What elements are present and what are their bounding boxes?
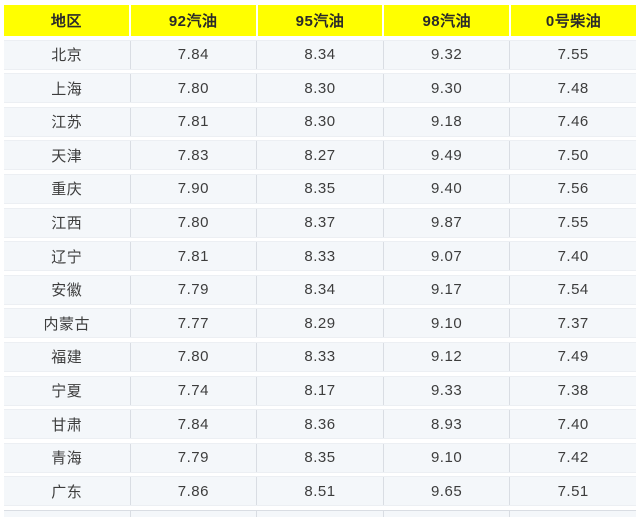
price-cell: 7.81 [131,107,258,136]
price-cell: 7.81 [131,242,258,271]
table-row: 上海 7.80 8.30 9.30 7.48 [4,73,636,104]
price-cell: 9.12 [384,342,511,371]
price-cell: 8.33 [257,242,384,271]
price-cell: 9.17 [384,275,511,304]
price-cell: 9.87 [384,208,511,237]
region-cell: 宁夏 [4,376,131,405]
header-cell-region: 地区 [4,5,131,36]
price-cell: 7.49 [557,348,589,366]
price-cell: 9.07 [384,242,511,271]
region-cell: 江苏 [4,107,131,136]
price-cell: 7.50 [557,146,589,164]
table-row: 江苏 7.81 8.30 9.18 7.46 [4,106,636,137]
price-cell: 7.79 [131,275,258,304]
header-cell-98-gasoline: 98汽油 [384,5,512,36]
price-cell: 8.51 [257,477,384,506]
header-cell-0-diesel: 0号柴油 [511,5,636,36]
price-cell: 9.32 [384,40,511,69]
region-cell: 天津 [4,141,131,170]
header-cell-95-gasoline: 95汽油 [257,5,385,36]
table-row: 福建 7.80 8.33 9.12 7.49 [4,341,636,372]
region-cell: 辽宁 [4,242,131,271]
price-cell: 7.38 [557,382,589,400]
price-cell: 7.80 [131,208,258,237]
region-cell: 上海 [4,74,131,103]
price-cell: 8.17 [257,376,384,405]
price-cell: 7.80 [131,74,258,103]
price-cell: 7.48 [557,79,589,97]
table-row: 内蒙古 7.77 8.29 9.10 7.37 [4,308,636,339]
region-cell: 广东 [4,477,131,506]
price-cell: 7.86 [131,477,258,506]
price-cell: 7.80 [131,342,258,371]
price-cell: 8.34 [257,40,384,69]
price-cell: 9.30 [384,74,511,103]
price-cell: 7.42 [557,449,589,467]
region-cell: 江西 [4,208,131,237]
price-cell: 8.36 [257,410,384,439]
table-row: 广东 7.86 8.51 9.65 7.51 [4,476,636,507]
price-cell [384,510,511,517]
header-cell-92-gasoline: 92汽油 [130,5,258,36]
partial-next-row [4,509,636,517]
price-cell: 8.30 [257,74,384,103]
price-cell: 7.83 [131,141,258,170]
price-cell: 7.84 [131,410,258,439]
price-cell: 8.35 [257,174,384,203]
price-cell: 7.46 [557,113,589,131]
region-cell: 内蒙古 [4,309,131,338]
price-cell: 8.29 [257,309,384,338]
price-cell: 7.77 [131,309,258,338]
price-cell: 8.93 [384,410,511,439]
table-row: 北京 7.84 8.34 9.32 7.55 [4,39,636,70]
region-cell: 福建 [4,342,131,371]
region-cell: 青海 [4,443,131,472]
table-row: 安徽 7.79 8.34 9.17 7.54 [4,274,636,305]
table-body: 北京 7.84 8.34 9.32 7.55 上海 7.80 8.30 9.30 7.48 江苏 7.… [4,39,636,507]
price-cell: 7.54 [557,281,589,299]
table-row: 重庆 7.90 8.35 9.40 7.56 [4,173,636,204]
table-row: 辽宁 7.81 8.33 9.07 7.40 [4,241,636,272]
price-cell: 8.34 [257,275,384,304]
price-cell [510,511,636,517]
price-cell: 7.55 [557,214,589,232]
price-cell: 8.27 [257,141,384,170]
table-row: 甘肃 7.84 8.36 8.93 7.40 [4,409,636,440]
price-cell [257,510,384,517]
table-row: 江西 7.80 8.37 9.87 7.55 [4,207,636,238]
price-cell: 7.79 [131,443,258,472]
region-cell: 北京 [4,40,131,69]
price-cell: 9.33 [384,376,511,405]
table-row: 天津 7.83 8.27 9.49 7.50 [4,140,636,171]
price-cell: 8.37 [257,208,384,237]
region-cell [4,510,131,517]
price-cell: 9.10 [384,309,511,338]
price-cell: 7.74 [131,376,258,405]
price-cell: 9.10 [384,443,511,472]
region-cell: 重庆 [4,174,131,203]
price-cell: 7.90 [131,174,258,203]
price-cell: 9.65 [384,477,511,506]
price-cell: 7.37 [557,314,589,332]
price-cell: 7.40 [557,247,589,265]
price-cell: 7.84 [131,40,258,69]
price-cell: 7.55 [557,46,589,64]
price-cell [131,510,258,517]
price-cell: 7.40 [557,415,589,433]
region-cell: 安徽 [4,275,131,304]
price-cell: 7.51 [557,482,589,500]
price-cell: 9.18 [384,107,511,136]
table-row: 青海 7.79 8.35 9.10 7.42 [4,442,636,473]
price-cell: 9.49 [384,141,511,170]
region-cell: 甘肃 [4,410,131,439]
price-cell: 8.33 [257,342,384,371]
price-cell: 9.40 [384,174,511,203]
price-cell: 8.30 [257,107,384,136]
table-header: 地区 92汽油 95汽油 98汽油 0号柴油 [4,5,636,36]
table-row: 宁夏 7.74 8.17 9.33 7.38 [4,375,636,406]
price-cell: 8.35 [257,443,384,472]
price-cell: 7.56 [557,180,589,198]
